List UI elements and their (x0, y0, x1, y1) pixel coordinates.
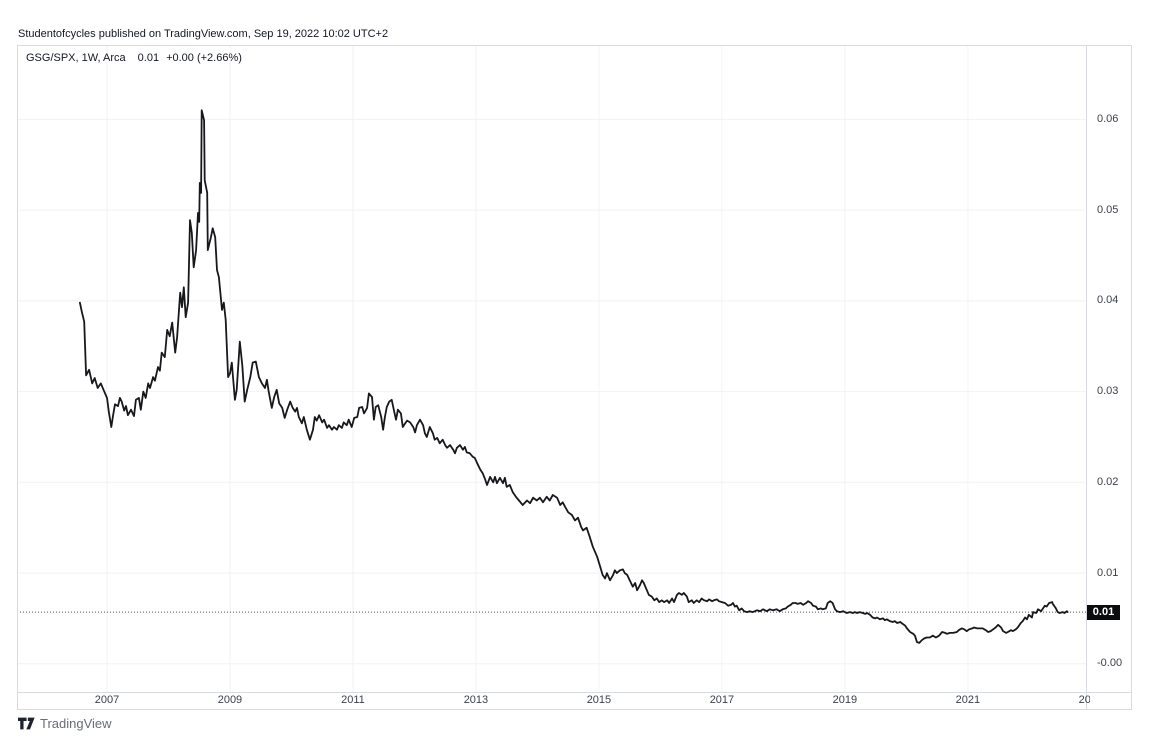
attribution-text: Studentofcycles published on TradingView… (18, 28, 389, 40)
last-price-badge: 0.01 (1087, 604, 1120, 620)
tradingview-logo-icon (18, 717, 35, 730)
last-price-badge-value: 0.01 (1092, 605, 1115, 618)
price-scale-label: 0.04 (1097, 294, 1119, 307)
time-scale[interactable]: 2007 2009 2011 2013 2015 2017 2019 2021 2023 (17, 692, 1090, 710)
time-scale-label: 2009 (217, 694, 243, 706)
price-scale-label: 0.05 (1097, 203, 1119, 216)
chart-legend: GSG/SPX, 1W, Arca 0.01 +0.00 (+2.66%) (26, 52, 242, 64)
time-scale-label: 2023 (1078, 694, 1090, 706)
price-scale-label: 0.01 (1097, 566, 1119, 579)
price-change-value: +0.00 (+2.66%) (166, 52, 242, 64)
time-scale-label: 2021 (955, 694, 981, 706)
time-scale-label: 2015 (586, 694, 612, 706)
price-scale-label: 0.02 (1097, 475, 1119, 488)
time-scale-label: 2017 (709, 694, 735, 706)
time-scale-label: 2019 (832, 694, 858, 706)
time-scale-label: 2011 (341, 694, 365, 706)
time-scale-label: 2013 (463, 694, 489, 706)
price-scale-label: 0.03 (1097, 385, 1119, 398)
last-price-value: 0.01 (137, 52, 160, 64)
tradingview-logo-text: TradingView (40, 716, 112, 731)
tradingview-branding[interactable]: TradingView (18, 716, 112, 731)
price-scale-label: 0.06 (1097, 112, 1119, 125)
symbol-title[interactable]: GSG/SPX, 1W, Arca (26, 52, 126, 64)
time-scale-label: 2007 (94, 694, 120, 706)
price-scale[interactable]: 0.06 0.05 0.04 0.03 0.02 0.01 -0.00 (1087, 45, 1131, 692)
price-scale-label: -0.00 (1097, 657, 1123, 670)
